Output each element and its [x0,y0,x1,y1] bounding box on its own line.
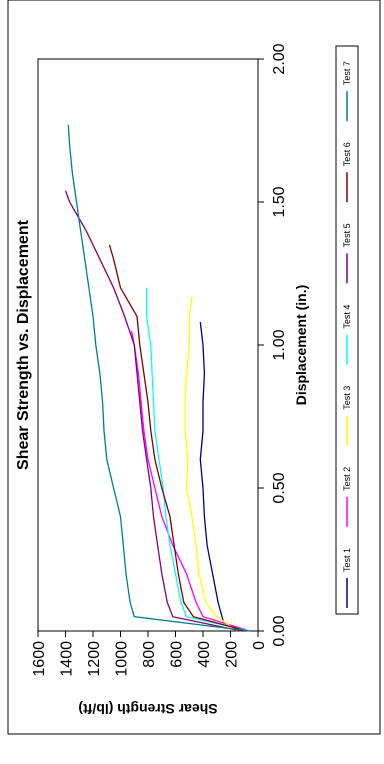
legend-label: Test 2 [342,467,352,491]
y-tick-label: 1400 [59,641,76,677]
series-line-4 [145,287,250,632]
y-tick-label: 400 [196,641,213,668]
series-line-1 [199,322,242,632]
legend-box [335,45,359,615]
chart-outer-border [7,0,381,735]
chart-rotated-group: 0.00 0.50 1.00 1.50 2.00 0 200 400 600 800 1000 12… [15,43,359,717]
legend-label: Test 5 [342,223,352,247]
series-line-6 [108,244,248,632]
y-tick-label: 1600 [31,641,48,677]
series-line-5 [64,190,242,632]
legend-label: Test 4 [342,305,352,329]
series-line-2 [130,330,250,632]
x-tick-label: 0.50 [271,472,288,503]
legend-label: Test 7 [342,61,352,85]
y-axis: 0 200 400 600 800 1000 1200 1400 1600 [31,631,268,677]
x-tick-label: 1.00 [271,329,288,360]
legend-label: Test 3 [342,386,352,410]
legend: Test 1 Test 2 Test 3 Test 4 Test 5 Test 6 Test… [335,45,359,615]
series-line-7 [67,124,250,632]
y-axis-title: Shear Strength (lb/ft) [78,701,217,717]
legend-label: Test 6 [342,142,352,166]
plot-area [37,58,259,632]
x-axis-title: Displacement (in.) [293,285,309,406]
y-tick-label: 0 [251,641,268,650]
series-layer [64,124,250,632]
y-tick-label: 200 [224,641,241,668]
x-axis: 0.00 0.50 1.00 1.50 2.00 [258,43,288,647]
y-tick-label: 600 [169,641,186,668]
y-tick-label: 800 [141,641,158,668]
x-tick-label: 0.00 [271,615,288,646]
chart-title: Shear Strength vs. Displacement [15,219,32,470]
legend-label: Test 1 [342,548,352,572]
x-tick-label: 2.00 [271,43,288,74]
y-tick-label: 1200 [86,641,103,677]
x-tick-label: 1.50 [271,186,288,217]
y-tick-label: 1000 [114,641,131,677]
series-line-3 [184,296,238,632]
